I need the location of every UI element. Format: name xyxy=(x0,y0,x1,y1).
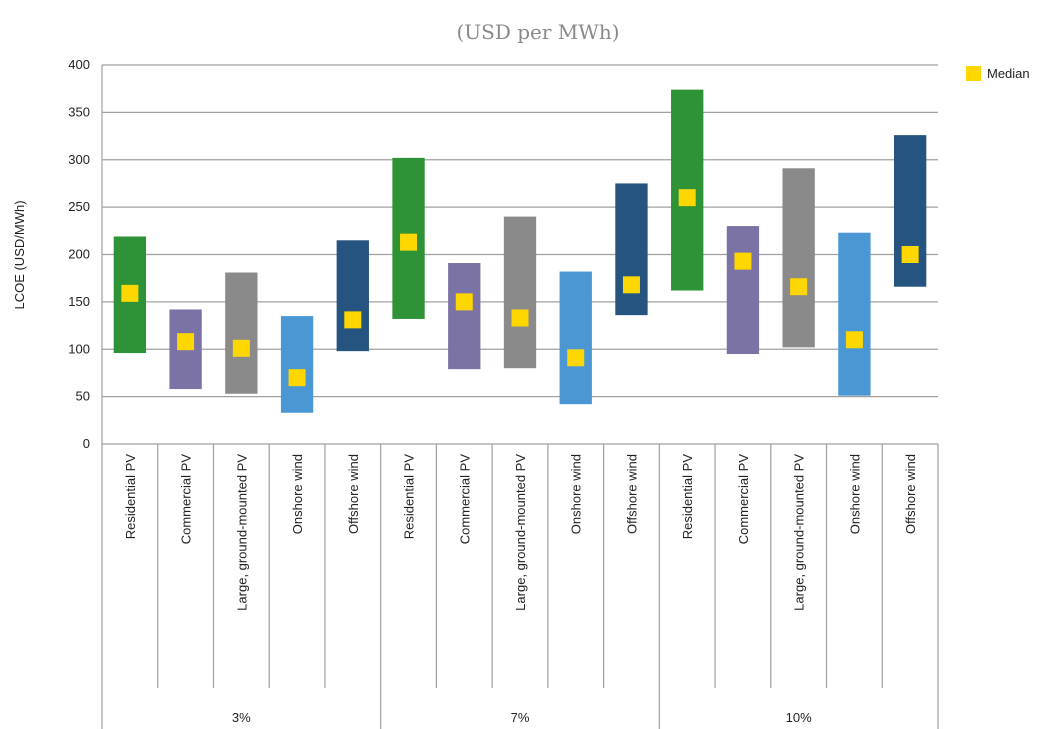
y-tick-label: 200 xyxy=(68,247,90,262)
y-tick-label: 350 xyxy=(68,104,90,119)
y-tick-label: 250 xyxy=(68,199,90,214)
median-marker xyxy=(232,339,250,357)
range-bar xyxy=(503,216,537,369)
category-label: Onshore wind xyxy=(847,454,862,534)
median-marker xyxy=(121,284,139,302)
range-bars xyxy=(113,89,927,413)
category-label: Large, ground-mounted PV xyxy=(792,454,807,611)
y-tick-label: 0 xyxy=(83,436,90,451)
category-label: Onshore wind xyxy=(569,454,584,534)
category-label: Residential PV xyxy=(402,454,417,540)
median-markers xyxy=(121,189,919,387)
category-label: Offshore wind xyxy=(624,454,639,534)
category-label: Commercial PV xyxy=(457,454,472,545)
range-bar xyxy=(280,316,314,413)
legend: Median xyxy=(966,66,1030,81)
category-label: Offshore wind xyxy=(346,454,361,534)
category-label: Commercial PV xyxy=(179,454,194,545)
median-marker xyxy=(177,333,195,351)
median-marker xyxy=(455,293,473,311)
category-label: Commercial PV xyxy=(736,454,751,545)
y-tick-label: 400 xyxy=(68,57,90,72)
median-marker xyxy=(567,349,585,367)
group-labels: 3% 7% 10% xyxy=(232,710,812,725)
chart-title: (USD per MWh) xyxy=(456,20,619,44)
category-label: Residential PV xyxy=(680,454,695,540)
category-label: Onshore wind xyxy=(290,454,305,534)
range-bar xyxy=(838,232,871,396)
median-marker xyxy=(734,252,752,270)
median-marker xyxy=(344,311,362,329)
range-bar xyxy=(336,240,369,352)
range-bar xyxy=(615,183,648,316)
group-label: 10% xyxy=(786,710,812,725)
category-label: Large, ground-mounted PV xyxy=(234,454,249,611)
range-bar xyxy=(559,271,592,405)
range-bar xyxy=(448,263,481,370)
range-bar xyxy=(225,272,258,394)
y-axis-label: LCOE (USD/MWh) xyxy=(12,200,27,309)
median-marker xyxy=(511,309,529,327)
y-axis-ticks: 0 50 100 150 200 250 300 350 400 xyxy=(68,57,90,451)
median-marker xyxy=(288,369,306,387)
y-tick-label: 100 xyxy=(68,341,90,356)
group-label: 3% xyxy=(232,710,251,725)
y-tick-label: 150 xyxy=(68,294,90,309)
y-tick-label: 50 xyxy=(76,389,90,404)
category-label: Residential PV xyxy=(123,454,138,540)
range-bar xyxy=(893,135,927,287)
category-label: Offshore wind xyxy=(903,454,918,534)
x-axis xyxy=(101,444,939,729)
median-marker xyxy=(901,246,919,263)
range-bar xyxy=(782,168,815,348)
legend-median-swatch xyxy=(966,66,981,81)
y-tick-label: 300 xyxy=(68,152,90,167)
group-label: 7% xyxy=(511,710,530,725)
legend-median-label: Median xyxy=(987,66,1030,81)
category-label: Large, ground-mounted PV xyxy=(513,454,528,611)
median-marker xyxy=(678,189,696,207)
range-bar xyxy=(726,226,760,354)
median-marker xyxy=(400,233,418,251)
median-marker xyxy=(845,331,863,349)
median-marker xyxy=(790,278,808,296)
category-labels: Residential PV Commercial PV Large, ground… xyxy=(123,454,918,611)
median-marker xyxy=(622,276,640,294)
